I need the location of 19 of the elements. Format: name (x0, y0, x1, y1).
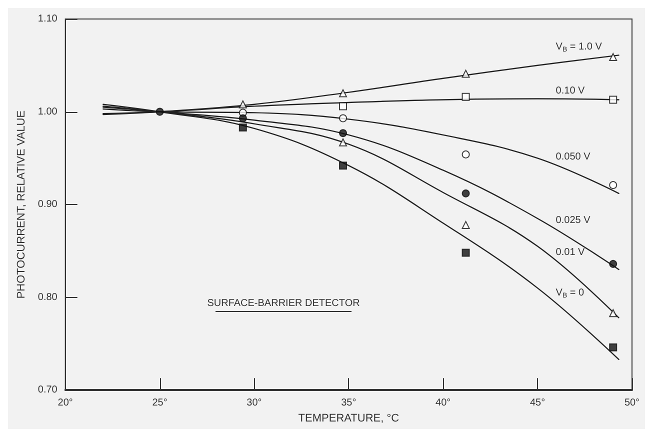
y-tick-label: 0.70 (38, 384, 58, 396)
annotation: SURFACE-BARRIER DETECTOR (207, 298, 360, 309)
x-tick-label: 45° (530, 398, 546, 409)
x-tick-label: 40° (436, 398, 451, 409)
x-tick-label: 50° (624, 398, 640, 409)
series-label: 0.10 V (556, 85, 586, 96)
y-tick-label: 0.80 (38, 292, 58, 303)
series-label: 0.01 V (556, 247, 586, 258)
x-tick-label: 25° (152, 398, 168, 409)
x-tick-label: 30° (246, 398, 262, 409)
x-tick-label: 20° (58, 398, 73, 409)
y-tick-label: 1.00 (38, 106, 58, 118)
x-tick-label: 35° (341, 398, 356, 409)
y-tick-label: 1.10 (38, 14, 58, 24)
x-axis-title: TEMPERATURE, °C (298, 412, 400, 424)
y-tick-label: 0.90 (38, 199, 58, 210)
series-label: 0.025 V (556, 215, 591, 226)
y-axis-title: PHOTOCURRENT, RELATIVE VALUE (16, 110, 28, 299)
series-label: 0.050 V (556, 152, 591, 163)
